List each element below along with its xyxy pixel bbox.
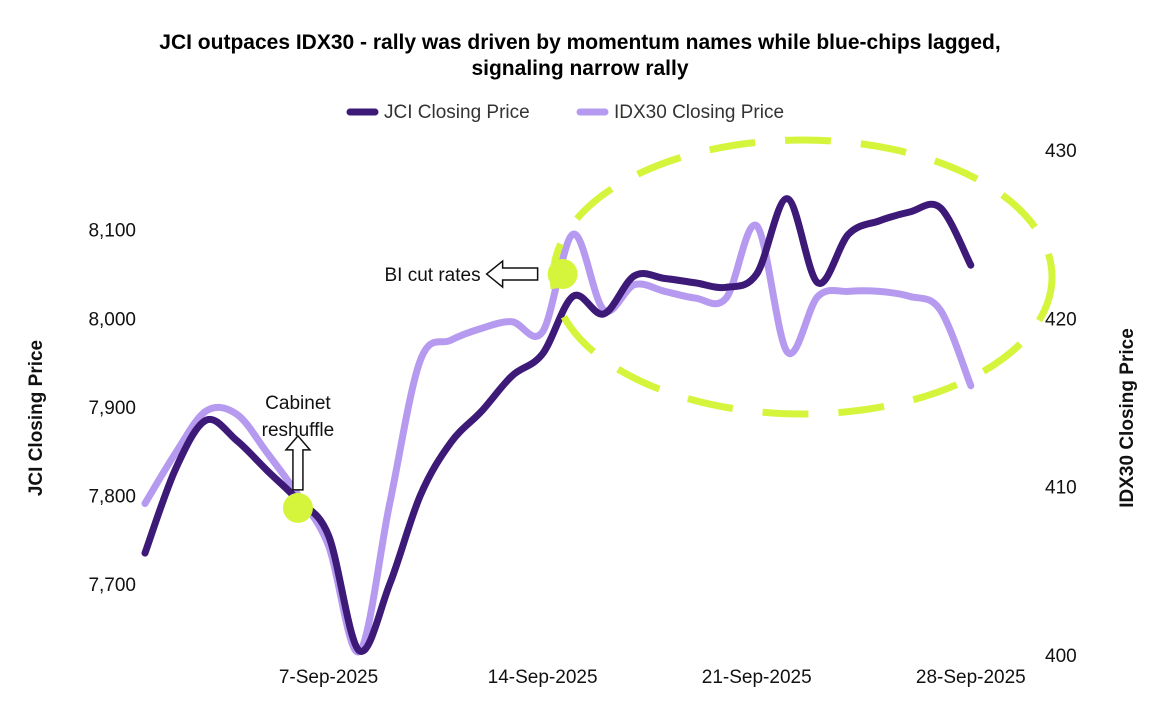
left-axis-tick-label: 7,700: [88, 575, 136, 596]
legend: JCI Closing Price IDX30 Closing Price: [346, 102, 784, 123]
right-axis-tick-label: 430: [1045, 141, 1077, 162]
right-axis-title: IDX30 Closing Price: [1117, 328, 1138, 508]
right-axis-tick-label: 420: [1045, 309, 1077, 330]
x-axis-tick-label: 7-Sep-2025: [279, 667, 378, 688]
left-axis-tick-label: 7,900: [88, 398, 136, 419]
up-arrow-icon: [284, 434, 312, 491]
right-axis-tick-label: 410: [1045, 478, 1077, 499]
legend-label-jci: JCI Closing Price: [384, 102, 530, 123]
left-y-axis: 7,700 7,800 7,900 8,000 8,100: [88, 221, 136, 596]
annotation-cabinet-reshuffle: Cabinet reshuffle: [262, 393, 335, 523]
right-axis-tick-label: 400: [1045, 646, 1077, 667]
chart-title-line-1: JCI outpaces IDX30 - rally was driven by…: [159, 31, 1000, 54]
chart-title-line-2: signaling narrow rally: [471, 57, 688, 80]
bi-cut-rates-marker: [547, 259, 578, 290]
bi-cut-rates-label: BI cut rates: [385, 265, 481, 286]
cabinet-reshuffle-marker: [282, 492, 313, 523]
annotation-bi-cut-rates: BI cut rates: [385, 259, 578, 290]
chart-title: JCI outpaces IDX30 - rally was driven by…: [159, 31, 1000, 80]
x-axis-tick-label: 21-Sep-2025: [702, 667, 812, 688]
left-axis-tick-label: 8,100: [88, 221, 136, 242]
x-axis-tick-label: 28-Sep-2025: [916, 667, 1026, 688]
jci-series-line: [141, 195, 975, 655]
left-arrow-icon: [485, 259, 539, 289]
cabinet-reshuffle-label-line-1: Cabinet: [265, 393, 331, 414]
right-y-axis: 400 410 420 430: [1045, 141, 1077, 667]
left-axis-tick-label: 8,000: [88, 309, 136, 330]
x-axis: 7-Sep-2025 14-Sep-2025 21-Sep-2025 28-Sep-2…: [279, 667, 1026, 688]
cabinet-reshuffle-label-line-2: reshuffle: [262, 420, 335, 441]
left-axis-tick-label: 7,800: [88, 487, 136, 508]
left-axis-title: JCI Closing Price: [26, 340, 47, 496]
x-axis-tick-label: 14-Sep-2025: [488, 667, 598, 688]
legend-label-idx30: IDX30 Closing Price: [614, 102, 784, 123]
